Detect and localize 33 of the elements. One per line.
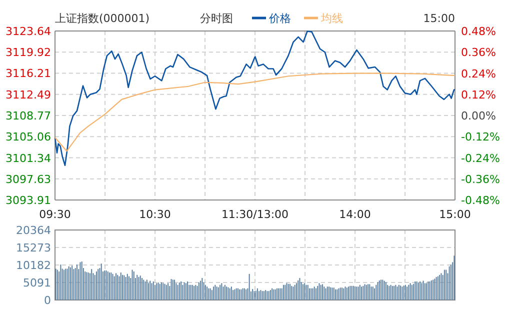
y-tick-label: 5091: [23, 276, 51, 290]
y-tick-label: 3101.34: [6, 152, 51, 165]
y-tick-label: 0: [44, 294, 51, 307]
y2-tick-label: -0.24%: [461, 152, 500, 165]
chart-title: 上证指数(000001): [55, 12, 150, 25]
x-tick-label: 11:30/13:00: [221, 208, 289, 221]
y-tick-label: 3116.21: [6, 67, 51, 80]
y2-tick-label: -0.36%: [461, 172, 500, 186]
y2-tick-label: -0.48%: [461, 194, 500, 207]
chart-subtitle: 分时图: [200, 12, 233, 25]
text: 15:00: [423, 12, 455, 25]
y-tick-label: 3112.49: [6, 88, 51, 102]
legend-label: 均线: [320, 12, 343, 25]
y-tick-label: 3097.63: [6, 172, 51, 186]
x-tick-label: 14:00: [339, 208, 371, 221]
y-tick-label: 3093.91: [6, 194, 51, 207]
y-tick-label: 3108.77: [6, 110, 51, 123]
y2-tick-label: 0.36%: [461, 46, 496, 60]
x-tick-label: 15:00: [439, 208, 471, 221]
y-tick-label: 10182: [16, 259, 51, 272]
x-tick-label: 09:30: [39, 208, 71, 221]
y2-tick-label: -0.12%: [461, 130, 500, 144]
x-tick-label: 10:30: [139, 208, 171, 221]
y-tick-label: 3123.64: [6, 25, 51, 38]
y-tick-label: 20364: [16, 224, 51, 237]
legend-label: 价格: [268, 12, 291, 25]
y-tick-label: 15273: [16, 242, 51, 254]
y-tick-label: 3119.92: [6, 46, 51, 60]
y2-tick-label: 0.00%: [461, 110, 496, 122]
y-tick-label: 3105.06: [6, 130, 51, 144]
y2-tick-label: 0.12%: [461, 88, 496, 102]
y2-tick-label: 0.24%: [461, 67, 496, 80]
y2-tick-label: 0.48%: [461, 25, 496, 38]
